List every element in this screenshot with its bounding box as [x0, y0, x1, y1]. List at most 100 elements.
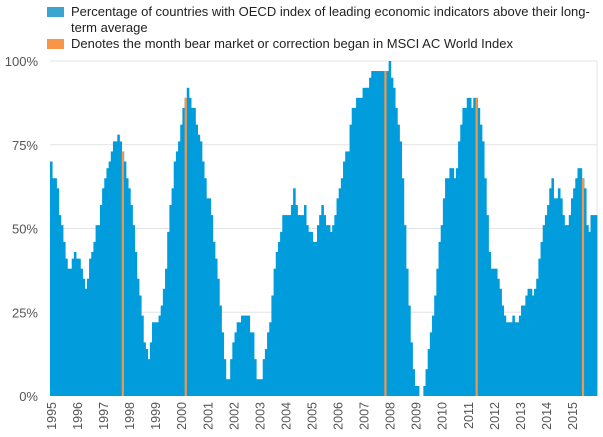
bar [123, 161, 127, 396]
bar [534, 288, 537, 396]
bar [130, 205, 133, 396]
bar [560, 198, 563, 396]
bar [573, 188, 576, 396]
bar [347, 151, 350, 396]
bar [373, 71, 376, 397]
bar [303, 205, 307, 396]
bar [497, 278, 500, 396]
bar [271, 295, 274, 396]
bar [71, 258, 75, 396]
bear-market-marker [384, 71, 387, 397]
x-tick-label: 2012 [488, 402, 502, 430]
bar [306, 225, 309, 396]
bar [403, 225, 407, 396]
bar [501, 305, 505, 396]
bar [360, 97, 363, 396]
bar [132, 225, 136, 396]
bar [429, 332, 433, 396]
bar [579, 168, 583, 396]
legend-swatch-marker [47, 39, 64, 49]
bar [158, 315, 162, 396]
bar [508, 322, 511, 396]
bar [154, 322, 157, 396]
bar [436, 268, 439, 396]
bar [288, 215, 292, 396]
bar [460, 124, 463, 397]
bar [232, 342, 235, 396]
bar [362, 87, 366, 397]
bar [377, 71, 381, 397]
bar [321, 205, 324, 396]
bar [223, 359, 227, 396]
y-axis: 0% 25% 50% 75% 100% [5, 54, 39, 404]
bar [325, 225, 329, 396]
x-tick-label: 1996 [71, 402, 85, 430]
bar [280, 231, 283, 396]
bar [453, 178, 457, 396]
bar [414, 385, 418, 396]
bar [434, 295, 437, 396]
bar [440, 225, 444, 396]
bar [549, 188, 552, 396]
bar [310, 231, 314, 396]
legend-swatch-series [47, 7, 64, 17]
x-tick-label: 2010 [436, 402, 450, 430]
bar [217, 278, 220, 396]
bar [369, 77, 372, 396]
bar [165, 268, 168, 396]
bar [577, 168, 581, 396]
x-tick-label: 2004 [279, 402, 293, 430]
bar [327, 225, 331, 396]
bar [125, 178, 129, 396]
bar [564, 225, 568, 396]
bar [488, 251, 492, 396]
bar [583, 188, 587, 396]
bar [188, 97, 192, 396]
bar [570, 198, 574, 396]
bar [236, 322, 240, 396]
bar [494, 268, 498, 396]
bar [594, 215, 598, 396]
bar [86, 278, 90, 396]
bar [390, 77, 394, 396]
bar [78, 258, 81, 396]
bar [76, 258, 79, 396]
y-tick-label: 25% [12, 305, 38, 320]
bar [199, 141, 203, 396]
bar [566, 225, 570, 396]
bar [471, 107, 474, 397]
bar [128, 188, 131, 396]
bar [212, 241, 216, 396]
bar [58, 215, 62, 396]
legend-label-series: Percentage of countries with OECD index … [71, 4, 590, 35]
x-tick-label: 1999 [149, 402, 163, 430]
bar [110, 151, 114, 396]
bar [379, 71, 383, 397]
bar [332, 225, 335, 396]
bars [50, 61, 598, 397]
bar [397, 124, 400, 397]
bar [82, 278, 86, 396]
bar [186, 87, 190, 397]
bar [162, 288, 166, 396]
bar [425, 369, 429, 396]
bar [521, 305, 524, 396]
bar [169, 205, 172, 396]
bar [405, 268, 409, 396]
bar [299, 215, 303, 396]
bar [238, 322, 242, 396]
bar [254, 359, 257, 396]
bar [523, 305, 526, 396]
bar [351, 107, 355, 397]
bar [206, 198, 209, 396]
bar [247, 315, 251, 396]
bar [50, 161, 53, 396]
bar [547, 205, 550, 396]
bar [73, 251, 77, 396]
x-tick-label: 2005 [306, 402, 320, 430]
bar [568, 215, 572, 396]
bar [505, 322, 509, 396]
bar [492, 268, 496, 396]
bar [399, 141, 403, 396]
bar [295, 205, 298, 396]
